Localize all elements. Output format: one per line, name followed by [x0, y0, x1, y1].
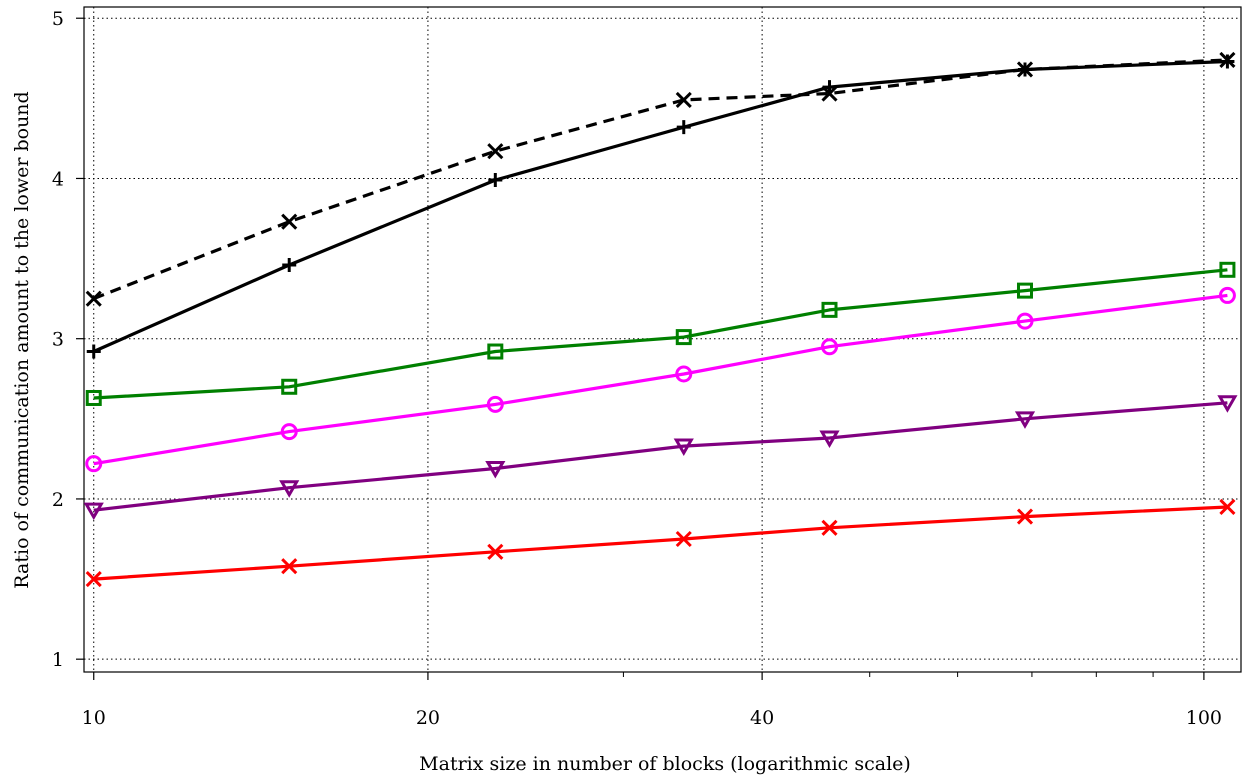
data-point: [675, 365, 693, 383]
data-point: [281, 378, 298, 395]
y-tick-label: 4: [52, 168, 64, 190]
y-tick-label: 5: [52, 8, 64, 30]
series-line: [93, 58, 1228, 301]
x-tick-label: 20: [416, 707, 440, 729]
data-point: [282, 257, 297, 272]
data-point: [85, 290, 102, 307]
data-point: [280, 423, 298, 441]
x-tick-label: 10: [82, 707, 106, 729]
data-point: [1017, 62, 1032, 77]
data-point: [675, 329, 692, 346]
y-tick-label: 1: [52, 649, 64, 671]
series-line: [93, 293, 1228, 466]
data-point: [822, 80, 837, 95]
data-point: [86, 344, 101, 359]
x-tick-label: 100: [1186, 707, 1222, 729]
grid-lines: [84, 7, 1241, 672]
data-point: [486, 395, 504, 413]
data-point: [85, 455, 103, 473]
y-tick-label: 3: [52, 329, 64, 351]
data-point: [279, 480, 300, 498]
y-axis-title: Ratio of communication amount to the low…: [11, 91, 33, 588]
data-point: [1218, 286, 1236, 304]
data-point: [1016, 312, 1034, 330]
series-layer: [83, 51, 1238, 588]
data-point: [673, 438, 694, 457]
plot-frame: [83, 6, 1242, 673]
data-point: [85, 389, 102, 406]
data-point: [281, 213, 298, 230]
data-point: [1220, 54, 1235, 69]
series-1: [85, 51, 1236, 307]
series-3: [85, 261, 1236, 406]
series-line: [93, 268, 1228, 400]
series-line: [93, 505, 1228, 581]
data-point: [488, 173, 503, 188]
data-point: [821, 338, 839, 356]
data-point: [1016, 282, 1033, 299]
data-point: [1217, 395, 1238, 413]
data-point: [485, 460, 506, 479]
series-5: [83, 395, 1238, 521]
data-point: [676, 120, 691, 135]
data-point: [821, 301, 838, 318]
data-point: [1016, 508, 1034, 525]
data-point: [487, 343, 504, 360]
x-tick-label: 40: [750, 707, 774, 729]
data-point: [675, 530, 692, 548]
series-line: [93, 401, 1228, 512]
data-point: [487, 543, 504, 560]
series-6: [85, 498, 1236, 588]
axes: 10 20 40 100 1 2 3 4 5: [52, 8, 1222, 729]
data-point: [821, 519, 838, 536]
y-tick-label: 2: [52, 489, 64, 511]
data-point: [1219, 261, 1236, 278]
data-point: [83, 502, 104, 521]
data-point: [85, 570, 102, 588]
x-axis-title: Matrix size in number of blocks (logarit…: [419, 753, 911, 775]
series-4: [85, 286, 1236, 473]
data-point: [1014, 411, 1036, 429]
series-2: [86, 54, 1235, 359]
data-point: [675, 91, 692, 109]
data-point: [487, 143, 504, 160]
data-point: [819, 430, 840, 449]
data-point: [1219, 498, 1236, 516]
data-point: [281, 558, 298, 575]
